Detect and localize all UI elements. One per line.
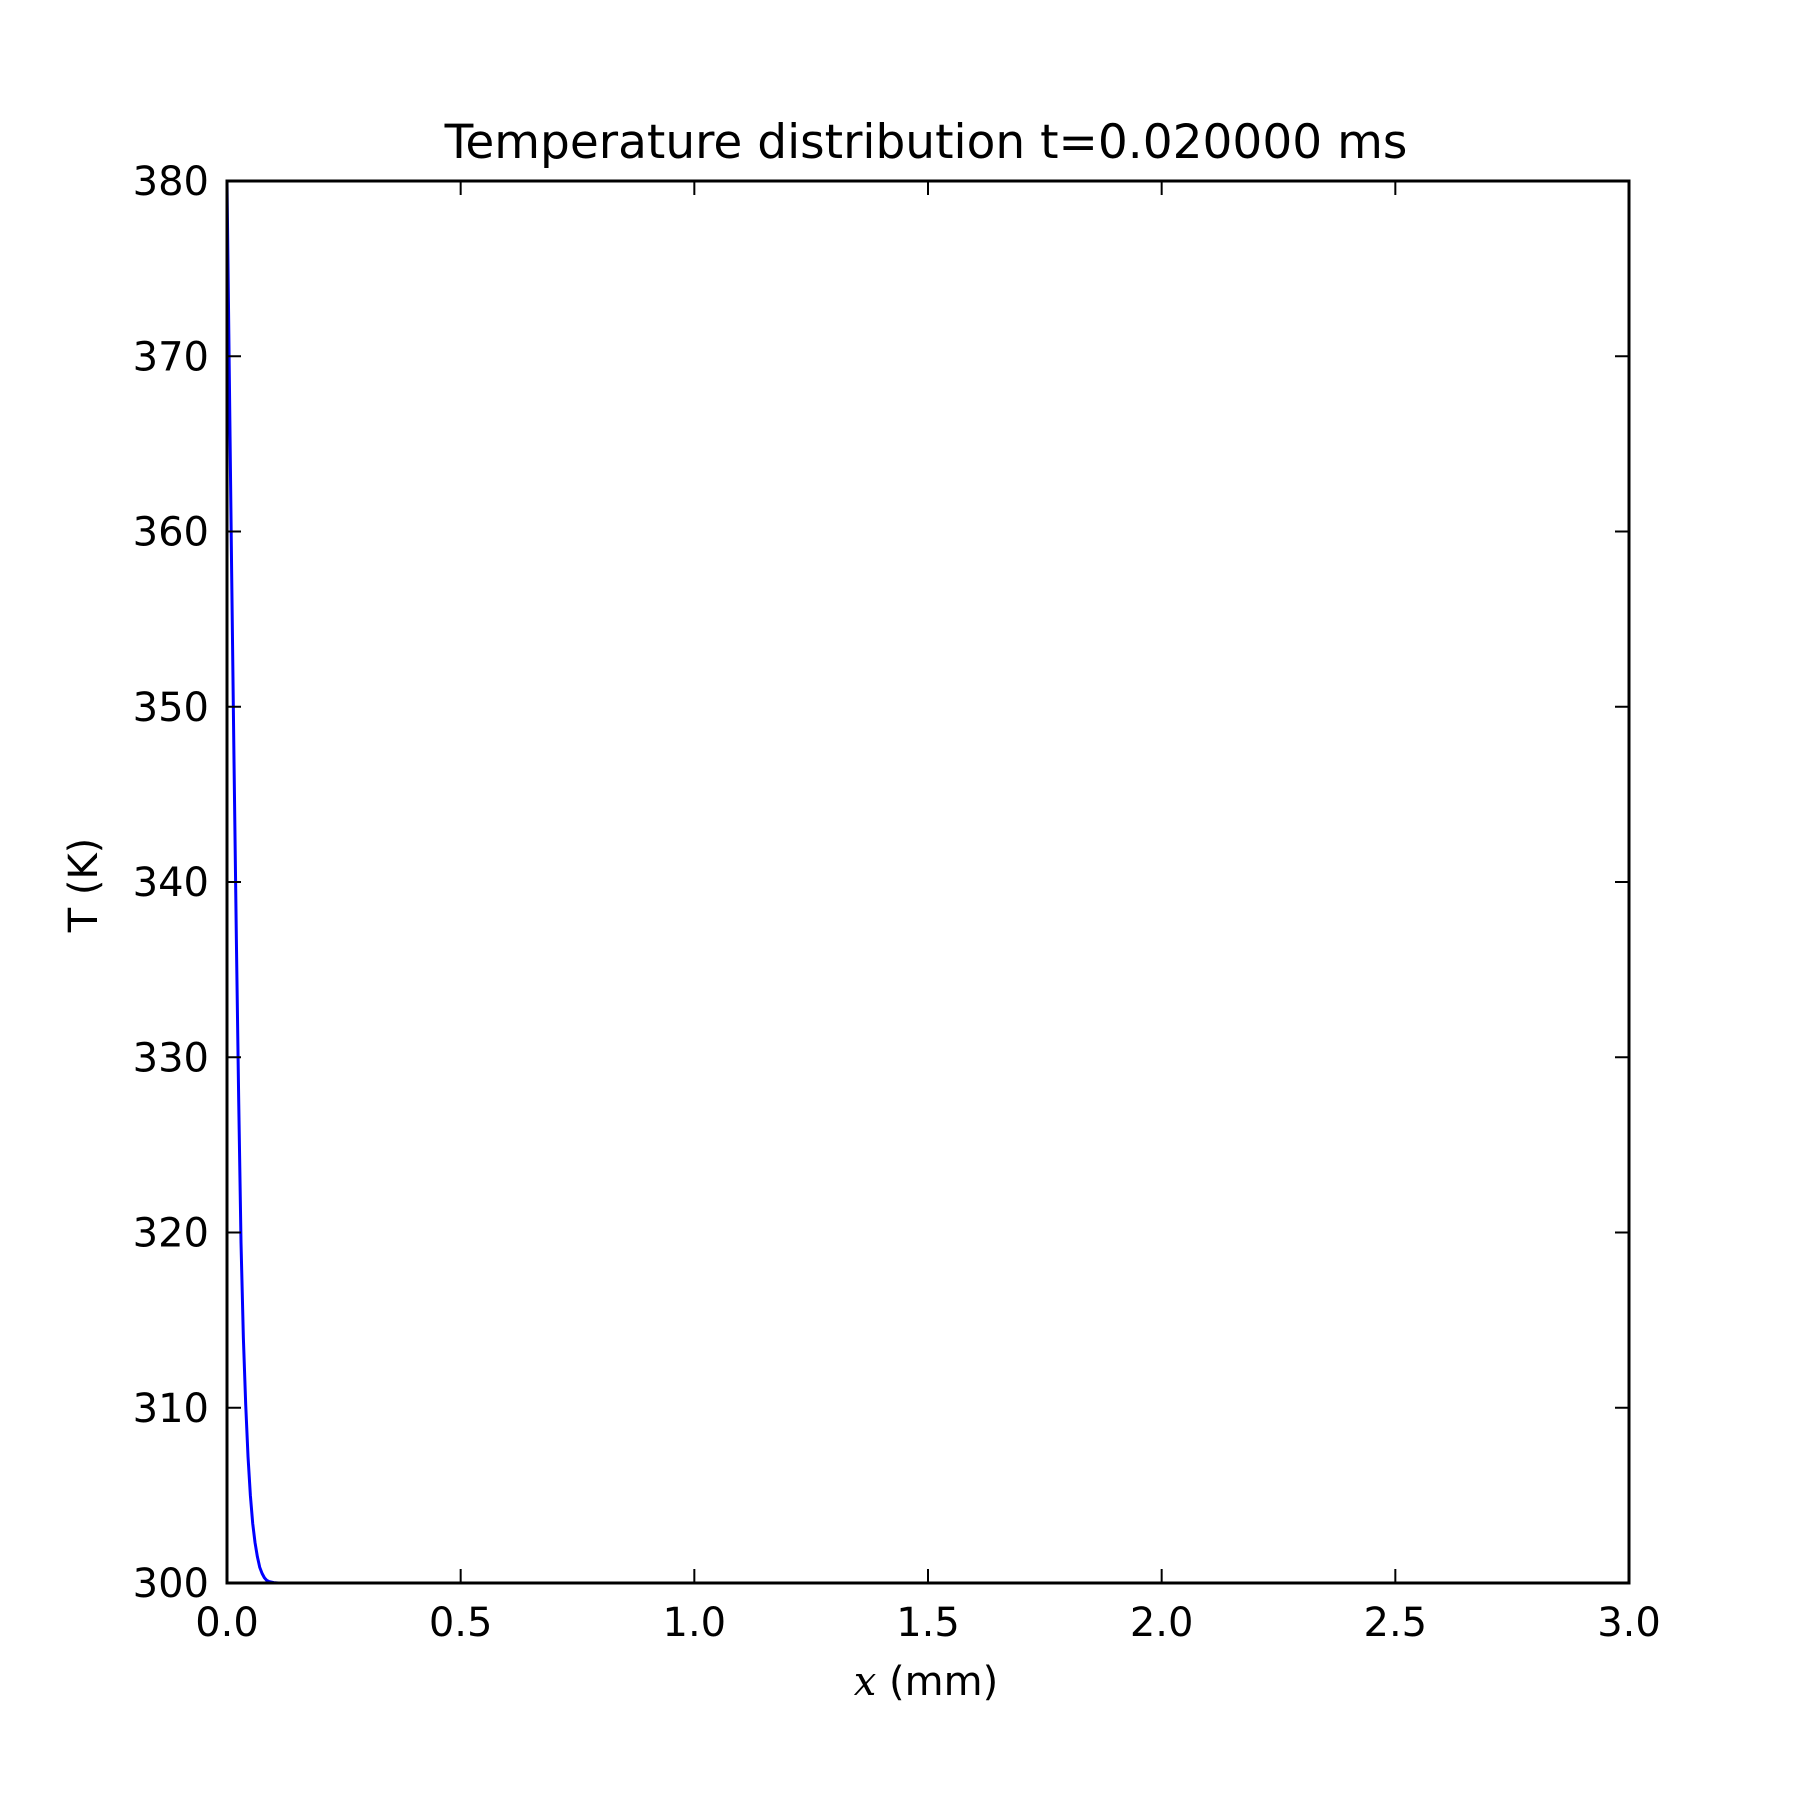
y-tick-label: 310 bbox=[133, 1386, 209, 1432]
axes-frame bbox=[225, 179, 1631, 1585]
y-tick-label: 360 bbox=[133, 510, 209, 556]
y-tick-label: 300 bbox=[133, 1561, 209, 1607]
x-axis-label: x (mm) bbox=[854, 1659, 998, 1705]
x-tick-label: 3.0 bbox=[1597, 1600, 1661, 1646]
x-tick-label: 2.5 bbox=[1364, 1600, 1428, 1646]
y-tick-label: 340 bbox=[133, 860, 209, 906]
x-tick-label: 1.5 bbox=[896, 1600, 960, 1646]
x-tick-label: 0.0 bbox=[195, 1600, 259, 1646]
x-axis-label-unit: (mm) bbox=[876, 1659, 998, 1705]
x-axis-label-variable: x bbox=[854, 1659, 877, 1705]
y-tick-label: 320 bbox=[133, 1211, 209, 1257]
y-tick-label: 350 bbox=[133, 685, 209, 731]
x-tick-label: 1.0 bbox=[663, 1600, 727, 1646]
x-tick-label: 0.5 bbox=[429, 1600, 493, 1646]
tick-labels: 0.0 0.5 1.0 1.5 2.0 2.5 3.0 300 310 320 330 340 350 3… bbox=[133, 159, 1661, 1646]
y-tick-label: 330 bbox=[133, 1035, 209, 1081]
chart-title: Temperature distribution t=0.020000 ms bbox=[444, 115, 1408, 170]
y-axis-label: T (K) bbox=[61, 838, 107, 934]
y-tick-label: 380 bbox=[133, 159, 209, 205]
y-tick-label: 370 bbox=[133, 334, 209, 380]
x-tick-label: 2.0 bbox=[1130, 1600, 1194, 1646]
